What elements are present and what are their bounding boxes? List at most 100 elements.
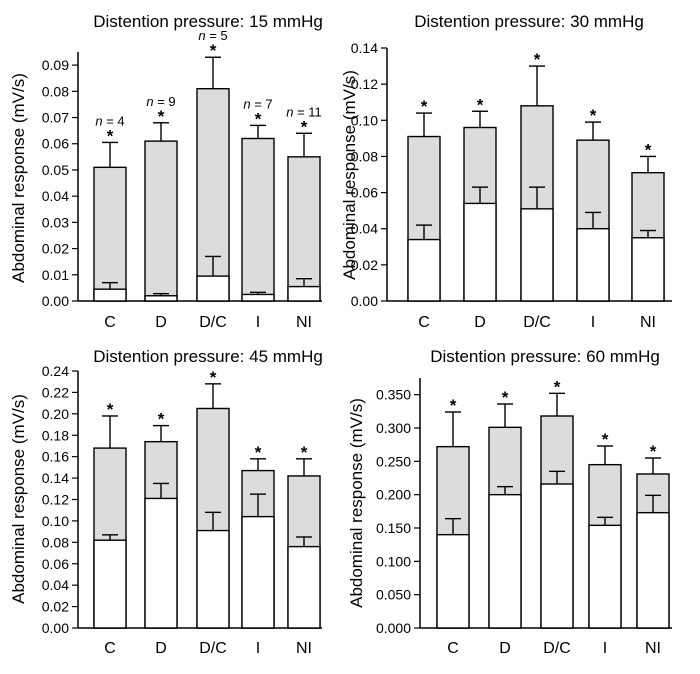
y-tick-label: 0.04 [42, 577, 69, 593]
sample-size-label: n = 7 [243, 96, 272, 111]
chart-title: Distention pressure: 45 mmHg [93, 347, 323, 366]
category-label: I [603, 640, 607, 657]
category-label: D/C [199, 314, 227, 331]
y-tick-label: 0.16 [42, 449, 69, 465]
y-tick-label: 0.03 [42, 214, 69, 230]
significance-star: * [255, 443, 262, 462]
baseline-response-bar [540, 483, 574, 629]
y-tick-label: 0.02 [351, 257, 378, 273]
baseline-response-bar [631, 237, 665, 302]
chart-title: Distention pressure: 60 mmHg [430, 347, 660, 366]
baseline-response-bar [93, 288, 127, 302]
y-tick-label: 0.10 [351, 112, 378, 128]
sample-size-value: = 9 [154, 94, 176, 109]
baseline-response-bar [636, 511, 670, 629]
category-label: I [591, 314, 595, 331]
baseline-response-bar [241, 515, 275, 629]
y-tick-label: 0.07 [42, 110, 69, 126]
chart-panel-4: Distention pressure: 60 mmHg Abdominal re… [347, 347, 672, 657]
y-tick-label: 0.300 [376, 420, 411, 436]
y-tick-label: 0.05 [42, 162, 69, 178]
y-tick-label: 0.10 [42, 513, 69, 529]
baseline-response-bar [93, 539, 127, 629]
y-tick-label: 0.08 [42, 534, 69, 550]
baseline-response-bar [196, 529, 230, 629]
significance-star: * [645, 140, 652, 159]
y-tick-label: 0.24 [42, 363, 69, 379]
significance-star: * [554, 377, 561, 396]
sample-size-n: n [243, 96, 250, 111]
category-label: NI [645, 640, 661, 657]
y-axis-label: Abdominal response (mV/s) [347, 398, 366, 608]
significance-star: * [502, 388, 509, 407]
category-label: D [474, 314, 486, 331]
significance-star: * [255, 109, 262, 128]
y-tick-label: 0.02 [42, 599, 69, 615]
sample-size-label: n = 5 [198, 28, 227, 43]
significance-star: * [210, 41, 217, 60]
chart-panel-3: Distention pressure: 45 mmHg Abdominal re… [9, 347, 323, 657]
category-label: D/C [199, 640, 227, 657]
y-tick-label: 0.100 [376, 553, 411, 569]
y-tick-label: 0.14 [351, 40, 378, 56]
category-label: D [155, 640, 167, 657]
y-tick-label: 0.04 [351, 221, 378, 237]
total-response-bar [93, 166, 127, 302]
y-tick-label: 0.00 [42, 620, 69, 636]
category-label: D [155, 314, 167, 331]
category-label: NI [296, 314, 312, 331]
y-tick-label: 0.08 [42, 83, 69, 99]
significance-star: * [602, 430, 609, 449]
significance-star: * [210, 368, 217, 387]
category-label: C [104, 640, 116, 657]
y-axis-label: Abdominal response (mV/s) [340, 70, 359, 280]
sample-size-value: = 7 [251, 96, 273, 111]
baseline-response-bar [576, 228, 610, 302]
y-tick-label: 0.00 [42, 293, 69, 309]
y-tick-label: 0.12 [42, 492, 69, 508]
sample-size-label: n = 11 [286, 104, 322, 119]
baseline-response-bar [144, 497, 178, 629]
y-tick-label: 0.050 [376, 587, 411, 603]
baseline-response-bar [144, 295, 178, 302]
significance-star: * [301, 443, 308, 462]
chart-title: Distention pressure: 30 mmHg [414, 12, 644, 31]
sample-size-n: n [198, 28, 205, 43]
y-tick-label: 0.20 [42, 406, 69, 422]
significance-star: * [158, 410, 165, 429]
category-label: I [256, 640, 260, 657]
baseline-response-bar [241, 293, 275, 302]
category-label: D [499, 640, 511, 657]
y-tick-label: 0.350 [376, 387, 411, 403]
y-tick-label: 0.04 [42, 188, 69, 204]
y-tick-label: 0.09 [42, 57, 69, 73]
significance-star: * [590, 106, 597, 125]
baseline-response-bar [463, 202, 497, 302]
chart-panel-1: Distention pressure: 15 mmHg Abdominal re… [9, 12, 323, 331]
y-tick-label: 0.200 [376, 487, 411, 503]
chart-title: Distention pressure: 15 mmHg [93, 12, 323, 31]
y-tick-label: 0.01 [42, 267, 69, 283]
y-tick-label: 0.14 [42, 470, 69, 486]
sample-size-label: n = 9 [146, 94, 175, 109]
y-tick-label: 0.250 [376, 453, 411, 469]
sample-size-value: = 5 [206, 28, 228, 43]
y-tick-label: 0.06 [42, 136, 69, 152]
category-label: D/C [523, 314, 551, 331]
significance-star: * [650, 442, 657, 461]
sample-size-n: n [95, 113, 102, 128]
baseline-response-bar [287, 545, 321, 629]
y-tick-label: 0.22 [42, 384, 69, 400]
y-tick-label: 0.00 [351, 293, 378, 309]
significance-star: * [107, 126, 114, 145]
chart-panel-2: Distention pressure: 30 mmHg Abdominal re… [340, 12, 672, 331]
category-label: C [104, 314, 116, 331]
baseline-response-bar [196, 275, 230, 302]
sample-size-value: = 4 [103, 113, 125, 128]
y-axis-label: Abdominal response (mV/s) [9, 73, 28, 283]
y-tick-label: 0.08 [351, 148, 378, 164]
y-tick-label: 0.18 [42, 427, 69, 443]
y-tick-label: 0.06 [351, 185, 378, 201]
baseline-response-bar [520, 208, 554, 302]
